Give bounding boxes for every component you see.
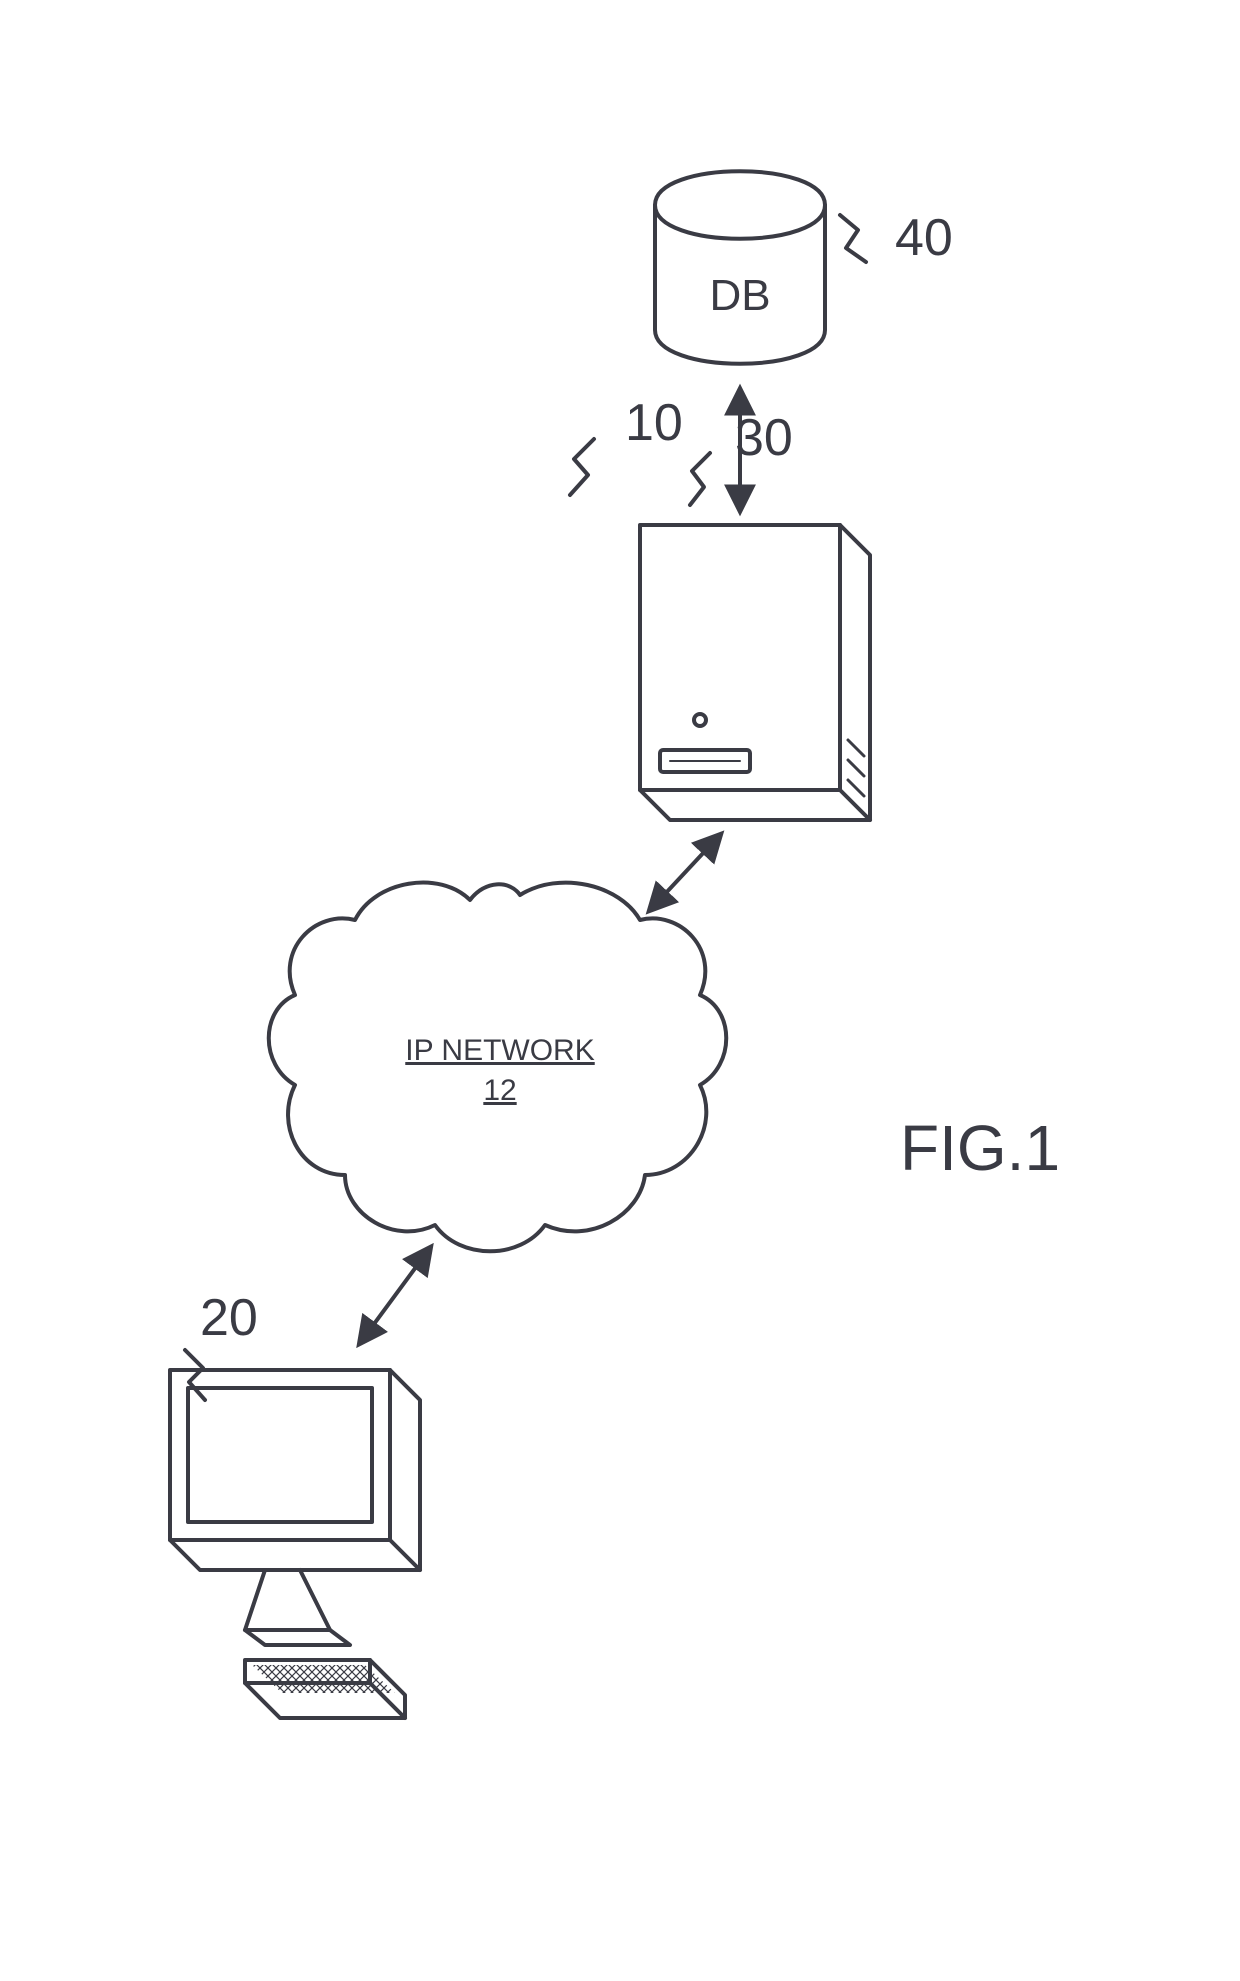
ref-20-number: 20 — [200, 1289, 258, 1347]
ref-40-number: 40 — [895, 209, 953, 267]
ref-30-number: 30 — [735, 409, 793, 467]
client-node — [170, 1370, 420, 1718]
db-text: DB — [709, 271, 770, 320]
ref-10-number: 10 — [625, 394, 683, 452]
cloud-node: IP NETWORK 12 — [269, 883, 727, 1252]
db-node: DB — [655, 171, 825, 364]
server-node — [640, 525, 870, 820]
cloud-label-line2: 12 — [483, 1074, 516, 1107]
edge-client-cloud — [360, 1248, 430, 1343]
cloud-label-line1: IP NETWORK — [405, 1034, 594, 1067]
figure-caption: FIG.1 — [900, 1112, 1060, 1184]
ref-30-leader — [690, 453, 710, 505]
ref-40-leader — [840, 215, 866, 262]
network-diagram: DB 40 30 — [0, 0, 1240, 1981]
diagram-page: DB 40 30 — [0, 0, 1240, 1981]
edge-cloud-server — [650, 835, 720, 910]
ref-10-leader — [570, 439, 594, 495]
